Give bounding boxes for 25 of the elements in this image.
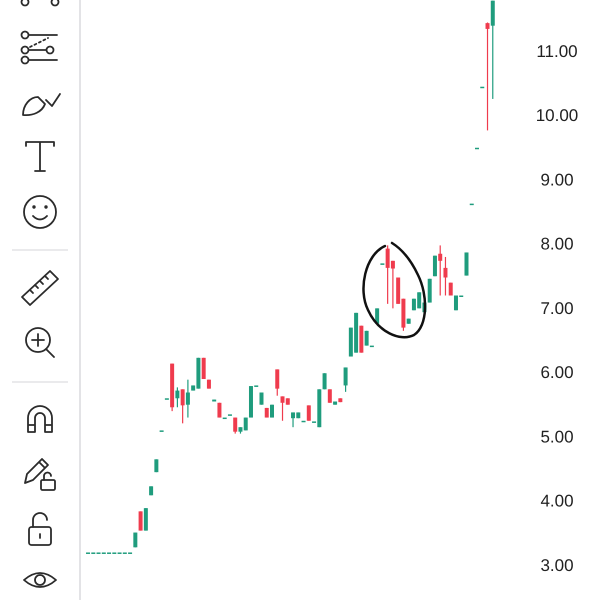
candlestick — [233, 416, 238, 434]
candlestick — [438, 244, 442, 296]
candlestick — [180, 388, 185, 424]
y-tick-label: 3.00 — [540, 556, 574, 575]
y-tick-label: 10.00 — [536, 106, 578, 126]
y-tick-label: 6.00 — [540, 363, 574, 382]
y-tick-label: 9.00 — [540, 170, 574, 190]
candlestick — [322, 372, 327, 390]
candlestick — [448, 282, 453, 296]
y-tick-label: 7.00 — [540, 298, 574, 318]
candlestick — [175, 386, 180, 408]
y-tick-label: 5.00 — [540, 427, 574, 446]
y-tick-label: 4.00 — [540, 492, 574, 511]
candlestick — [486, 22, 490, 132]
y-tick-label: 11.00 — [536, 42, 578, 61]
y-tick-label: 8.00 — [540, 234, 574, 254]
candlestick — [306, 404, 311, 422]
candlestick — [328, 388, 332, 404]
candlestick — [186, 379, 190, 418]
candlestick — [275, 368, 280, 396]
candlestick — [133, 532, 138, 548]
candlestick — [432, 255, 437, 277]
candlestick — [344, 366, 348, 392]
candlestick — [144, 508, 148, 532]
candlestick — [443, 256, 448, 296]
